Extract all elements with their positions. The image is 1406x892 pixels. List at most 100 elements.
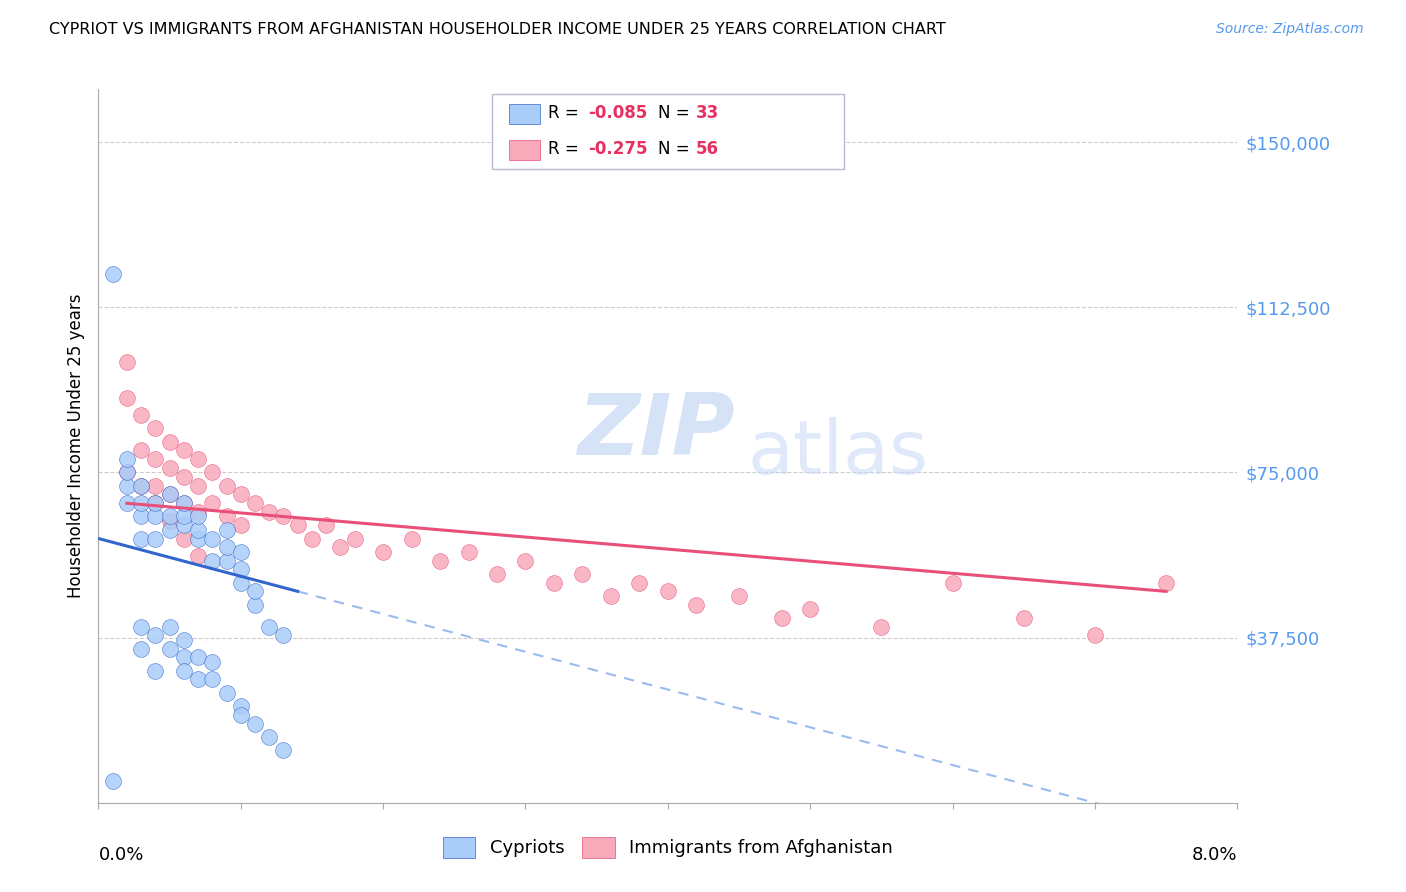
Point [657, 584, 679, 599]
Legend: Cypriots, Immigrants from Afghanistan: Cypriots, Immigrants from Afghanistan [436, 830, 900, 865]
Point [115, 355, 138, 369]
Point [173, 443, 195, 458]
Point [229, 707, 252, 722]
Point [129, 509, 152, 524]
Point [215, 553, 238, 567]
Point [145, 452, 167, 467]
Point [259, 505, 281, 519]
Point [243, 584, 266, 599]
Point [173, 470, 195, 484]
Point [486, 566, 509, 581]
Text: atlas: atlas [748, 417, 928, 490]
Point [187, 673, 209, 687]
Point [329, 541, 352, 555]
Point [273, 628, 295, 642]
Point [129, 478, 152, 492]
Point [401, 532, 423, 546]
Point [129, 496, 152, 510]
Text: 56: 56 [696, 140, 718, 158]
Text: -0.085: -0.085 [588, 104, 647, 122]
Point [215, 478, 238, 492]
Point [115, 466, 138, 480]
Point [371, 545, 394, 559]
Text: Source: ZipAtlas.com: Source: ZipAtlas.com [1216, 22, 1364, 37]
Point [187, 452, 209, 467]
Point [770, 611, 793, 625]
Point [129, 478, 152, 492]
Point [115, 452, 138, 467]
Point [159, 641, 181, 656]
Point [259, 619, 281, 633]
Point [173, 650, 195, 665]
Point [728, 589, 751, 603]
Point [187, 505, 209, 519]
Point [129, 532, 152, 546]
Point [115, 478, 138, 492]
Text: -0.275: -0.275 [588, 140, 647, 158]
Point [515, 553, 537, 567]
Point [1084, 628, 1107, 642]
Point [799, 602, 821, 616]
Point [115, 466, 138, 480]
Point [145, 496, 167, 510]
Point [543, 575, 565, 590]
Point [159, 487, 181, 501]
Point [159, 514, 181, 528]
Point [173, 518, 195, 533]
Point [115, 391, 138, 405]
Text: CYPRIOT VS IMMIGRANTS FROM AFGHANISTAN HOUSEHOLDER INCOME UNDER 25 YEARS CORRELA: CYPRIOT VS IMMIGRANTS FROM AFGHANISTAN H… [49, 22, 946, 37]
Point [129, 443, 152, 458]
Y-axis label: Householder Income Under 25 years: Householder Income Under 25 years [67, 293, 86, 599]
Point [215, 509, 238, 524]
Point [187, 509, 209, 524]
Point [343, 532, 366, 546]
Point [229, 518, 252, 533]
Point [273, 509, 295, 524]
Point [173, 632, 195, 647]
Point [115, 496, 138, 510]
Point [145, 532, 167, 546]
Point [457, 545, 479, 559]
Point [870, 619, 893, 633]
Point [229, 562, 252, 576]
Text: 0.0%: 0.0% [98, 846, 143, 863]
Point [201, 496, 224, 510]
Point [101, 773, 124, 788]
Point [243, 496, 266, 510]
Point [201, 655, 224, 669]
Text: 8.0%: 8.0% [1192, 846, 1237, 863]
Point [201, 466, 224, 480]
Point [201, 673, 224, 687]
Point [287, 518, 309, 533]
Point [315, 518, 337, 533]
Point [145, 496, 167, 510]
Point [628, 575, 651, 590]
Point [187, 523, 209, 537]
Point [229, 698, 252, 713]
Point [259, 730, 281, 744]
Point [243, 598, 266, 612]
Text: R =: R = [548, 140, 585, 158]
Text: ZIP: ZIP [576, 390, 734, 474]
Point [187, 549, 209, 563]
Point [145, 628, 167, 642]
Point [173, 496, 195, 510]
Text: 33: 33 [696, 104, 720, 122]
Point [187, 532, 209, 546]
Point [129, 619, 152, 633]
Point [101, 267, 124, 281]
Point [159, 487, 181, 501]
Point [129, 641, 152, 656]
Point [145, 509, 167, 524]
Point [187, 478, 209, 492]
Point [173, 509, 195, 524]
Point [173, 496, 195, 510]
Point [159, 434, 181, 449]
Text: N =: N = [658, 140, 695, 158]
Point [215, 686, 238, 700]
Point [159, 509, 181, 524]
Point [145, 478, 167, 492]
Point [159, 523, 181, 537]
Point [187, 650, 209, 665]
Point [201, 532, 224, 546]
